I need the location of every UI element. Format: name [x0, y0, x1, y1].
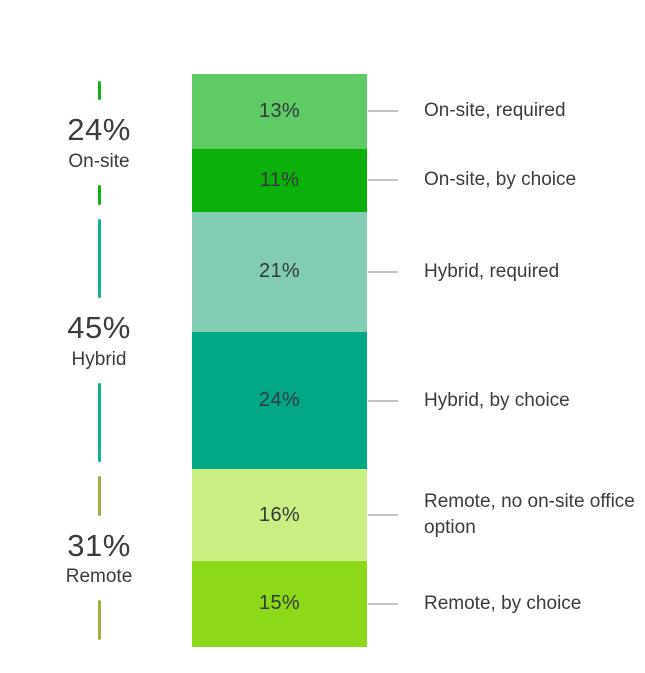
group-bracket-remote: 31% Remote: [38, 469, 160, 647]
group-total: 31%: [67, 527, 131, 563]
group-total: 45%: [67, 310, 131, 346]
bar-segment-remote-no-office: 16%: [192, 469, 367, 561]
bracket-line-bottom: [97, 185, 101, 205]
connector-line: [368, 603, 398, 605]
segment-value: 21%: [259, 260, 300, 283]
segment-value: 11%: [259, 168, 300, 191]
callout-onsite-by-choice: On-site, by choice: [368, 167, 638, 193]
bracket-line-top: [97, 476, 101, 516]
group-label-onsite: 24% On-site: [67, 114, 131, 173]
bracket-line-top: [97, 81, 101, 101]
segment-label: Hybrid, required: [424, 260, 560, 282]
group-label-hybrid: 45% Hybrid: [67, 312, 131, 371]
segment-label: On-site, by choice: [424, 169, 577, 190]
bar-segment-remote-by-choice: 15%: [192, 560, 367, 647]
bracket-line-bottom: [97, 382, 101, 463]
segment-value: 13%: [259, 99, 300, 122]
segment-label: Remote, by choice: [424, 593, 582, 614]
stacked-bar: 13% 11% 21% 24% 16% 15%: [192, 74, 367, 647]
bar-segment-onsite-by-choice: 11%: [192, 148, 367, 212]
segment-value: 15%: [259, 592, 300, 615]
bar-segment-hybrid-required: 21%: [192, 211, 367, 332]
bar-segment-onsite-required: 13%: [192, 74, 367, 149]
bar-segment-hybrid-by-choice: 24%: [192, 331, 367, 470]
connector-line: [368, 110, 398, 113]
callout-onsite-required: On-site, required: [368, 98, 638, 124]
bracket-line-bottom: [97, 600, 101, 640]
connector-line: [368, 514, 398, 517]
callout-hybrid-required: Hybrid, required: [368, 259, 638, 285]
callout-hybrid-by-choice: Hybrid, by choice: [368, 388, 638, 414]
group-bracket-hybrid: 45% Hybrid: [38, 212, 160, 470]
segment-label: On-site, required: [424, 100, 566, 122]
segment-value: 24%: [259, 389, 300, 412]
group-total: 24%: [67, 112, 131, 148]
connector-line: [368, 270, 398, 273]
group-name: Hybrid: [71, 348, 127, 370]
group-name: Remote: [65, 566, 133, 588]
group-label-remote: 31% Remote: [65, 527, 133, 589]
callout-remote-no-office: Remote, no on-site office option: [368, 489, 638, 541]
callout-remote-by-choice: Remote, by choice: [368, 591, 638, 617]
connector-line: [368, 179, 398, 181]
bracket-line-top: [97, 218, 101, 299]
segment-label: Hybrid, by choice: [424, 389, 570, 411]
segment-label: Remote, no on-site office option: [424, 491, 635, 539]
segment-value: 16%: [259, 503, 300, 526]
connector-line: [368, 399, 398, 402]
group-name: On-site: [68, 151, 130, 173]
group-bracket-onsite: 24% On-site: [38, 74, 160, 212]
